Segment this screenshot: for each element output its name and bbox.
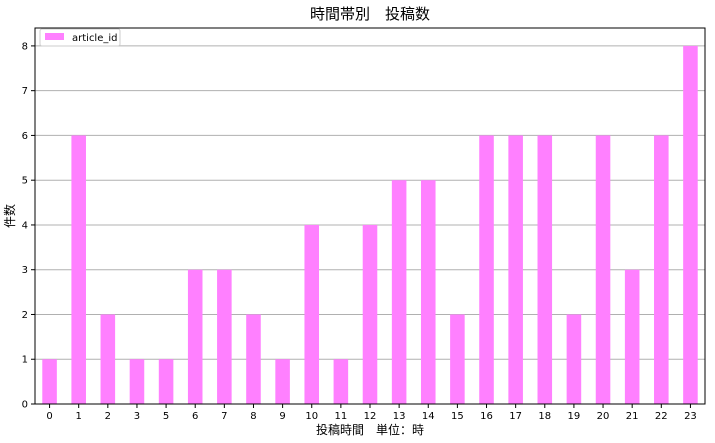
bar-13 xyxy=(391,180,407,404)
x-tick-label: 21 xyxy=(626,411,639,422)
y-axis-label: 件数 xyxy=(2,204,17,228)
x-tick-label: 22 xyxy=(655,411,668,422)
x-tick-label: 15 xyxy=(451,411,464,422)
y-axis-ticks: 0 1 2 3 4 5 6 7 8 xyxy=(22,41,35,411)
y-tick-label: 5 xyxy=(22,176,28,187)
y-tick-label: 1 xyxy=(22,355,28,366)
y-tick-label: 2 xyxy=(22,310,28,321)
bar-1 xyxy=(71,135,86,404)
x-tick-label: 8 xyxy=(250,411,256,422)
x-tick-label: 9 xyxy=(279,411,285,422)
x-tick-label: 6 xyxy=(192,411,198,422)
legend-label: article_id xyxy=(72,33,118,44)
x-tick-label: 3 xyxy=(134,411,140,422)
x-tick-label: 1 xyxy=(76,411,82,422)
bar-5 xyxy=(158,359,174,404)
x-tick-label: 19 xyxy=(568,411,581,422)
bar-23 xyxy=(683,45,698,405)
bar-22 xyxy=(654,135,669,404)
y-tick-label: 8 xyxy=(22,41,28,52)
x-axis-ticks: 0 1 2 3 5 6 7 8 9 10 11 12 13 14 15 16 17 18 19 20 21 22 23 xyxy=(46,404,697,422)
bar-2 xyxy=(100,314,116,404)
x-tick-label: 0 xyxy=(46,411,52,422)
y-tick-label: 6 xyxy=(22,131,28,142)
x-tick-label: 18 xyxy=(538,411,551,422)
bar-15 xyxy=(450,314,465,404)
bar-8 xyxy=(246,314,261,404)
x-tick-label: 23 xyxy=(684,411,697,422)
bar-21 xyxy=(624,269,640,404)
x-tick-label: 16 xyxy=(480,411,493,422)
x-tick-label: 13 xyxy=(393,411,406,422)
bar-3 xyxy=(129,359,145,404)
x-tick-label: 2 xyxy=(105,411,111,422)
x-tick-label: 14 xyxy=(422,411,435,422)
bar-17 xyxy=(508,135,523,404)
y-tick-label: 7 xyxy=(22,86,28,97)
bars xyxy=(42,45,698,405)
x-tick-label: 5 xyxy=(163,411,169,422)
bar-6 xyxy=(187,269,203,404)
x-tick-label: 11 xyxy=(335,411,348,422)
chart-title: 時間帯別 投稿数 xyxy=(310,5,430,23)
x-axis-label: 投稿時間 単位：時 xyxy=(316,422,424,437)
x-tick-label: 17 xyxy=(509,411,522,422)
bar-20 xyxy=(595,135,611,404)
bar-9 xyxy=(275,359,290,404)
bar-12 xyxy=(362,224,378,404)
y-tick-label: 0 xyxy=(22,400,28,411)
x-tick-label: 7 xyxy=(221,411,227,422)
bar-7 xyxy=(217,269,232,404)
bar-0 xyxy=(42,359,57,404)
x-tick-label: 10 xyxy=(305,411,318,422)
x-tick-label: 12 xyxy=(364,411,377,422)
bar-11 xyxy=(333,359,349,404)
y-tick-label: 3 xyxy=(22,265,28,276)
bar-14 xyxy=(420,180,436,404)
legend-swatch xyxy=(45,33,64,40)
legend: article_id xyxy=(39,28,121,47)
bar-18 xyxy=(537,135,553,404)
x-tick-label: 20 xyxy=(597,411,610,422)
bar-10 xyxy=(304,224,320,404)
bar-19 xyxy=(566,314,582,404)
y-tick-label: 4 xyxy=(22,220,28,231)
bar-16 xyxy=(479,135,494,404)
